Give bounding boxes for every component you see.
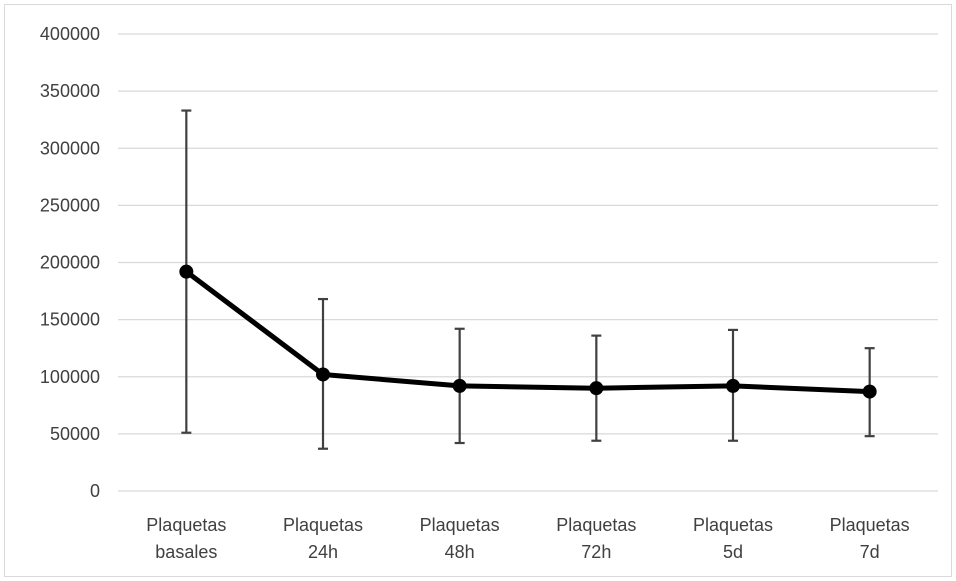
y-tick-label-300000: 300000 bbox=[40, 138, 100, 158]
error-bars bbox=[181, 109, 875, 450]
x-axis-tick-labels: Plaquetas basales Plaquetas 24h Plaquetas 48h… bbox=[146, 515, 909, 562]
y-tick-label-250000: 250000 bbox=[40, 195, 100, 215]
y-tick-label-200000: 200000 bbox=[40, 253, 100, 273]
x-tick-label-3: Plaquetas 72h bbox=[556, 515, 636, 562]
x-tick-label-4: Plaquetas 5d bbox=[693, 515, 773, 562]
x-tick-label-0: Plaquetas basales bbox=[146, 515, 226, 562]
y-tick-label-350000: 350000 bbox=[40, 81, 100, 101]
y-tick-label-400000: 400000 bbox=[40, 24, 100, 44]
series-line bbox=[183, 269, 873, 395]
data-point-3 bbox=[589, 381, 604, 396]
y-tick-label-50000: 50000 bbox=[50, 424, 100, 444]
x-tick-label-1: Plaquetas 24h bbox=[283, 515, 363, 562]
x-tick-label-2: Plaquetas 48h bbox=[420, 515, 500, 562]
data-point-5 bbox=[862, 384, 877, 399]
chart-frame bbox=[4, 4, 952, 577]
data-points bbox=[179, 264, 877, 399]
x-tick-label-5: Plaquetas 7d bbox=[830, 515, 910, 562]
series-line-0 bbox=[183, 269, 873, 395]
y-axis-tick-labels: 0 50000 100000 150000 200000 250000 300000 3500… bbox=[40, 24, 100, 501]
data-point-2 bbox=[452, 378, 467, 393]
data-point-1 bbox=[316, 367, 330, 382]
data-point-0 bbox=[179, 264, 194, 279]
data-point-4 bbox=[726, 378, 740, 393]
y-tick-label-150000: 150000 bbox=[40, 310, 100, 330]
y-tick-label-0: 0 bbox=[90, 481, 100, 501]
y-tick-label-100000: 100000 bbox=[40, 367, 100, 387]
gridlines bbox=[118, 33, 938, 492]
